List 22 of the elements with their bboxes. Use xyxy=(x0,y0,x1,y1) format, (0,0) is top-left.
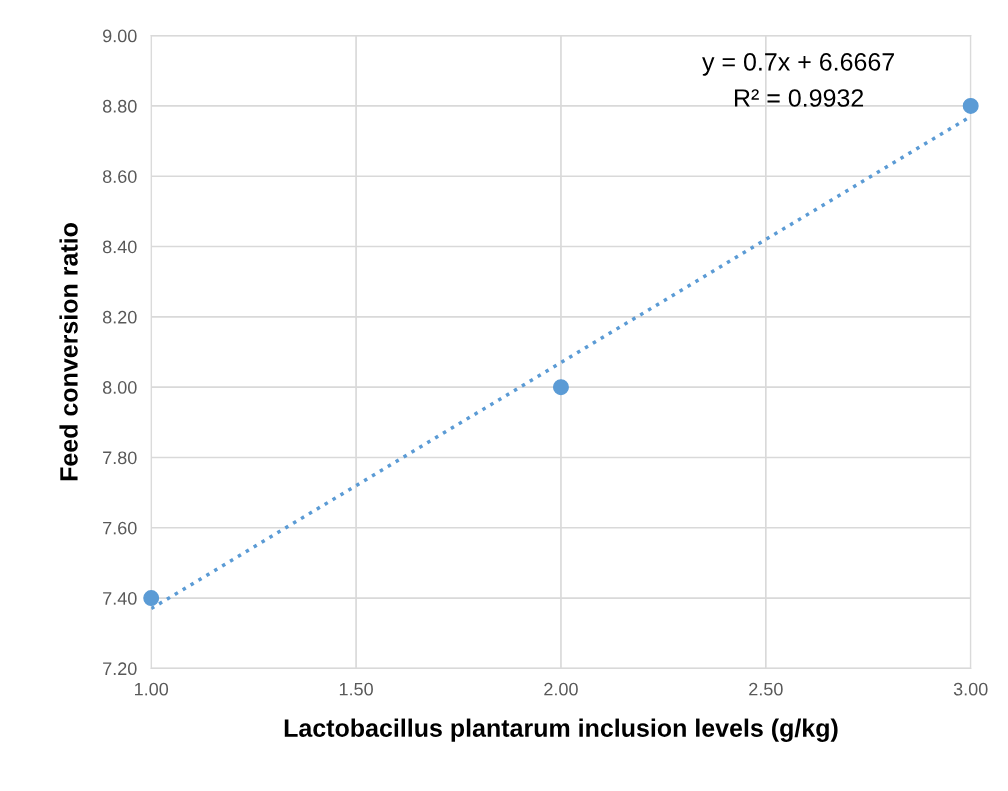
y-tick-label: 8.60 xyxy=(102,170,137,183)
annotation: R² = 0.9932 xyxy=(734,89,864,107)
point xyxy=(962,97,979,114)
x-tick-label: 1.00 xyxy=(135,682,169,696)
annotation: y = 0.7x + 6.6667 xyxy=(702,53,894,76)
y-tick-label: 7.80 xyxy=(103,451,137,465)
x-axis-title: Lactobacillus plantarum inclusion levels (g/kg) xyxy=(284,718,838,742)
y-axis-title: Feed conversion ratio xyxy=(59,223,78,481)
point xyxy=(143,590,160,607)
y-tick-label: 8.00 xyxy=(102,381,137,394)
y-tick-label: 7.60 xyxy=(103,521,137,535)
x-tick-label: 3.00 xyxy=(953,682,988,696)
x-tick-label: 2.50 xyxy=(749,682,783,696)
y-tick-label: 8.20 xyxy=(102,310,137,324)
y-tick-label: 7.40 xyxy=(103,592,137,605)
x-tick-label: 1.50 xyxy=(339,682,373,696)
y-tick-label: 8.80 xyxy=(102,99,137,113)
x-tick-label: 2.00 xyxy=(544,682,578,696)
y-tick-label: 9.00 xyxy=(103,29,137,43)
y-tick-label: 8.40 xyxy=(102,240,137,254)
y-tick-label: 7.20 xyxy=(103,662,137,676)
point xyxy=(552,379,569,396)
